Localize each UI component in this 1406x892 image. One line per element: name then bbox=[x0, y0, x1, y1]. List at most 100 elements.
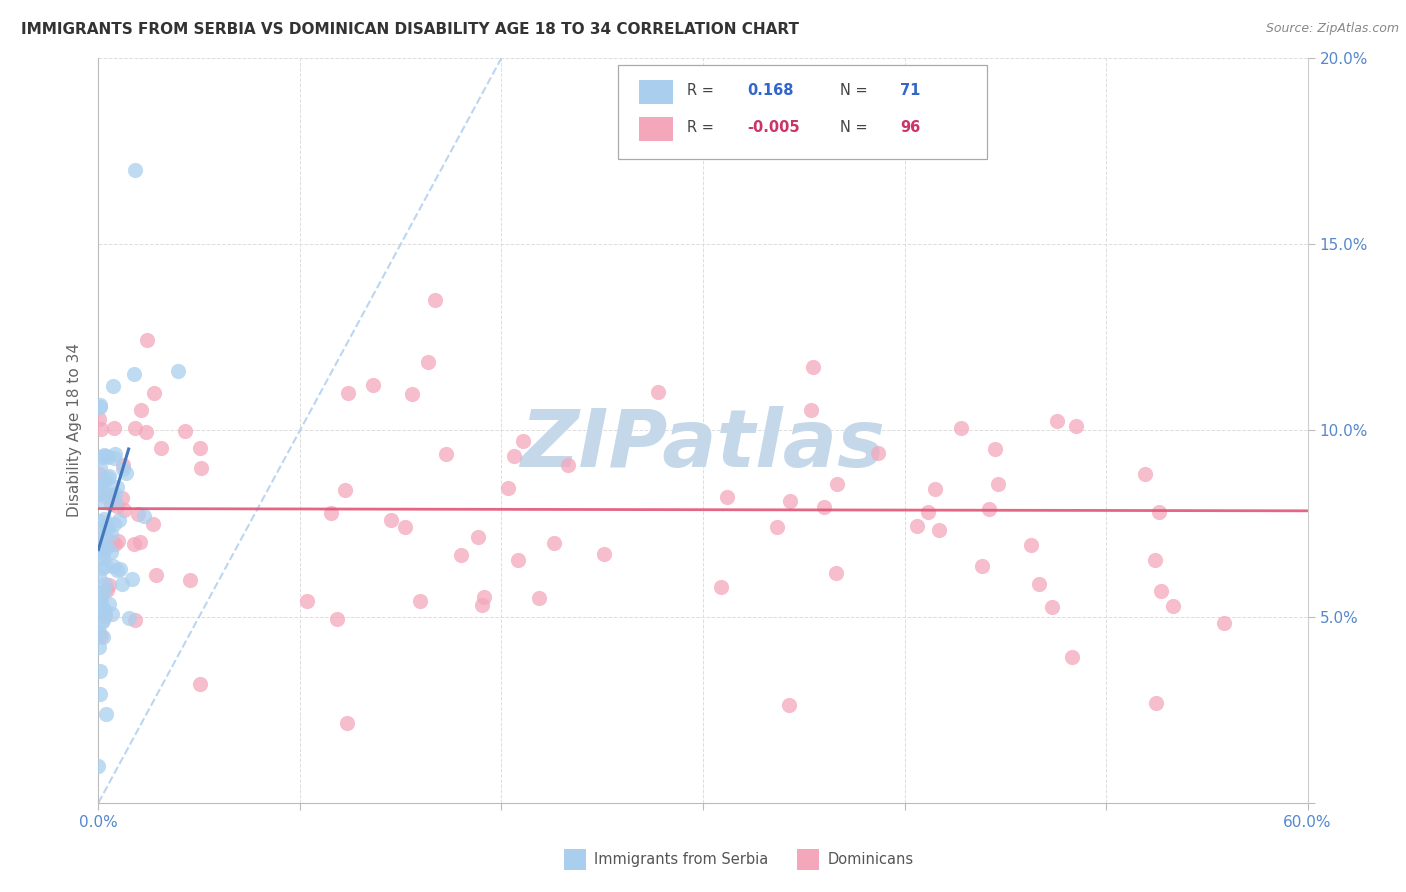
Point bbox=[101, 535, 124, 549]
Point bbox=[89, 665, 111, 679]
Point bbox=[472, 591, 495, 605]
Point bbox=[866, 446, 889, 460]
Point bbox=[104, 495, 127, 509]
Point bbox=[91, 615, 114, 629]
Text: 96: 96 bbox=[900, 120, 921, 135]
Text: Immigrants from Serbia: Immigrants from Serbia bbox=[595, 852, 769, 867]
Point bbox=[89, 594, 111, 608]
Point bbox=[543, 536, 565, 550]
Point bbox=[1147, 505, 1170, 519]
Point bbox=[90, 482, 112, 496]
Point bbox=[506, 553, 529, 567]
Point bbox=[89, 600, 111, 615]
Bar bbox=[797, 849, 820, 870]
Text: R =: R = bbox=[688, 120, 714, 135]
Point bbox=[91, 550, 114, 565]
Point bbox=[825, 476, 848, 491]
FancyBboxPatch shape bbox=[619, 65, 987, 159]
Point bbox=[98, 469, 121, 483]
Point bbox=[89, 411, 111, 425]
Point bbox=[91, 607, 114, 622]
Point bbox=[100, 545, 122, 559]
Point bbox=[89, 514, 111, 528]
Point bbox=[173, 424, 195, 438]
Point bbox=[112, 502, 135, 516]
Point bbox=[167, 364, 190, 378]
Point bbox=[89, 461, 111, 475]
Point bbox=[1161, 599, 1184, 614]
Point bbox=[117, 611, 139, 625]
Point bbox=[972, 559, 994, 574]
Point bbox=[90, 629, 112, 643]
Point bbox=[145, 568, 167, 582]
Point bbox=[103, 516, 125, 531]
Point bbox=[1062, 649, 1084, 664]
Point bbox=[190, 460, 212, 475]
Text: Source: ZipAtlas.com: Source: ZipAtlas.com bbox=[1265, 22, 1399, 36]
Point bbox=[100, 497, 122, 511]
Point bbox=[136, 333, 159, 347]
Point bbox=[319, 506, 342, 520]
Point bbox=[87, 569, 110, 583]
Point bbox=[409, 594, 432, 608]
Point bbox=[813, 500, 835, 514]
Point bbox=[89, 476, 111, 491]
Point bbox=[94, 706, 117, 721]
Point bbox=[295, 594, 318, 608]
Point bbox=[89, 624, 111, 639]
Point bbox=[825, 566, 848, 580]
Point bbox=[105, 563, 128, 577]
Point bbox=[90, 591, 112, 605]
Point bbox=[716, 490, 738, 504]
Point bbox=[111, 491, 134, 505]
Point bbox=[91, 601, 114, 615]
Point bbox=[142, 516, 165, 531]
Point bbox=[434, 447, 457, 461]
Point bbox=[105, 499, 128, 513]
Point bbox=[87, 529, 110, 543]
Point bbox=[987, 476, 1010, 491]
Point bbox=[87, 758, 110, 772]
Point bbox=[104, 486, 127, 500]
Point bbox=[93, 584, 115, 599]
Point bbox=[104, 537, 127, 551]
Point bbox=[97, 521, 120, 535]
Point bbox=[94, 605, 117, 619]
Point bbox=[710, 580, 733, 594]
Point bbox=[112, 458, 135, 473]
Point bbox=[503, 449, 526, 463]
Point bbox=[135, 425, 157, 439]
Text: Dominicans: Dominicans bbox=[828, 852, 914, 867]
Point bbox=[333, 483, 356, 497]
Point bbox=[149, 442, 172, 456]
Point bbox=[94, 528, 117, 542]
Point bbox=[111, 462, 134, 476]
Text: ZIPatlas: ZIPatlas bbox=[520, 406, 886, 484]
Point bbox=[779, 494, 801, 508]
Point bbox=[122, 537, 145, 551]
Point bbox=[93, 495, 115, 509]
Point bbox=[90, 561, 112, 575]
Point bbox=[647, 384, 669, 399]
Text: -0.005: -0.005 bbox=[748, 120, 800, 135]
Point bbox=[1064, 419, 1087, 434]
Text: N =: N = bbox=[839, 120, 868, 135]
Point bbox=[416, 355, 439, 369]
Point bbox=[128, 535, 150, 549]
Point bbox=[94, 559, 117, 574]
Point bbox=[114, 467, 136, 481]
Point bbox=[97, 450, 120, 464]
Point bbox=[984, 442, 1007, 457]
Point bbox=[91, 478, 114, 492]
Point bbox=[1150, 583, 1173, 598]
Text: 0.168: 0.168 bbox=[748, 83, 794, 98]
Point bbox=[107, 534, 129, 549]
Point bbox=[425, 293, 447, 307]
Point bbox=[977, 501, 1000, 516]
Point bbox=[97, 578, 120, 592]
Point bbox=[87, 487, 110, 501]
Point bbox=[94, 473, 117, 487]
Point bbox=[103, 558, 125, 573]
Point bbox=[380, 513, 402, 527]
Point bbox=[1144, 552, 1167, 566]
